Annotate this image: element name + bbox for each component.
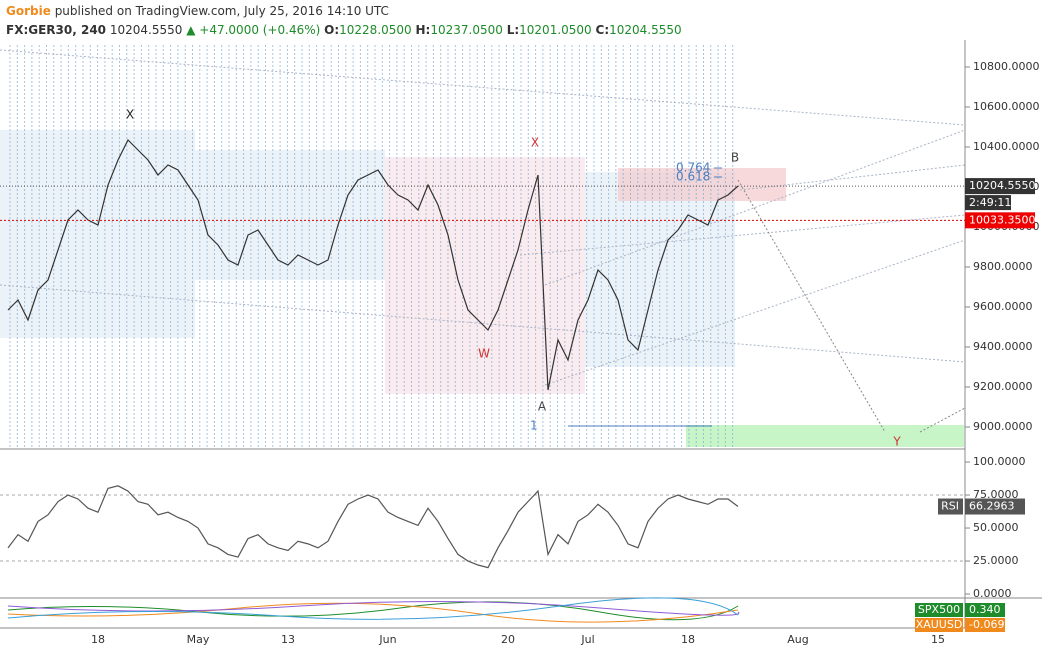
- ohlc-label: O:: [324, 23, 339, 37]
- change: +47.0000 (+0.46%): [199, 23, 320, 37]
- symbol: FX:GER30, 240: [6, 23, 106, 37]
- wave-label: A: [538, 400, 547, 414]
- x-tick-label: 18: [681, 633, 695, 646]
- fib-label: 1: [530, 419, 538, 433]
- y-tick-label: 9800.0000: [973, 260, 1033, 273]
- y-tick-label: 10400.0000: [973, 140, 1039, 153]
- x-tick-label: May: [187, 633, 210, 646]
- corr-name-box: [915, 618, 963, 632]
- y-tick-label: 9200.0000: [973, 380, 1033, 393]
- header: Gorbie published on TradingView.com, Jul…: [6, 4, 389, 18]
- corr-value-box: [965, 618, 1005, 632]
- rsi-name-box: [938, 498, 963, 515]
- trend-line: [519, 214, 966, 256]
- trend-line: [0, 284, 966, 363]
- y-tick-label: 9400.0000: [973, 340, 1033, 353]
- ohlc-value: 10228.0500: [339, 23, 412, 37]
- published: published on TradingView.com, July 25, 2…: [55, 4, 389, 18]
- ohlc-value: 10204.5550: [609, 23, 682, 37]
- last: 10204.5550: [110, 23, 183, 37]
- trend-line: [0, 49, 966, 126]
- y-tick-label: 0.0000: [973, 587, 1012, 600]
- y-tick-label: 50.0000: [973, 521, 1019, 534]
- corr-name: XAUUSD: [916, 618, 963, 631]
- corr-line: [7, 601, 739, 621]
- zone: [195, 150, 385, 280]
- y-tick-label: 9600.0000: [973, 300, 1033, 313]
- wave-label: W: [478, 347, 490, 361]
- countdown: 2:49:11: [969, 196, 1011, 209]
- corr-value: 0.340: [969, 603, 1001, 616]
- rsi-name: RSI: [941, 500, 959, 513]
- symbol-line: FX:GER30, 240 10204.5550 ▲ +47.0000 (+0.…: [6, 23, 682, 37]
- zone: [618, 168, 786, 201]
- vertical-lines: [9, 45, 734, 447]
- x-tick-label: 15: [931, 633, 945, 646]
- y-tick-label: 25.0000: [973, 554, 1019, 567]
- wave-label: Y: [892, 435, 901, 449]
- level-label: 10033.3500: [969, 213, 1035, 226]
- ohlc-value: 10237.0500: [430, 23, 503, 37]
- series-line: [7, 138, 739, 391]
- fib-label: 0.764: [676, 161, 710, 175]
- y-tick-label: 100.0000: [973, 455, 1026, 468]
- x-tick-label: 18: [91, 633, 105, 646]
- countdown-box: [965, 195, 1011, 211]
- target-zone: [686, 425, 964, 447]
- corr-value: -0.069: [969, 618, 1004, 631]
- y-tick-label: 75.0000: [973, 488, 1019, 501]
- corr-line: [7, 600, 740, 616]
- ohlc-value: 10201.0500: [519, 23, 592, 37]
- correlation-lines: [7, 597, 740, 623]
- wave-label: X: [126, 108, 134, 122]
- corr-name: SPX500: [918, 603, 960, 616]
- projection: [737, 179, 886, 433]
- y-tick-label: 10600.0000: [973, 100, 1039, 113]
- corr-name-box: [915, 603, 963, 617]
- y-tick-label: 10800.0000: [973, 60, 1039, 73]
- series-line: [7, 485, 739, 569]
- rsi-value: 66.2963: [969, 500, 1015, 513]
- ohlc: O:10228.0500 H:10237.0500 L:10201.0500 C…: [324, 23, 682, 37]
- last-price-label: 10204.5550: [969, 179, 1035, 192]
- ohlc-label: C:: [596, 23, 610, 37]
- ohlc-label: L:: [507, 23, 519, 37]
- rsi-value-box: [965, 498, 1025, 515]
- projection: [919, 407, 966, 433]
- corr-line: [7, 602, 739, 623]
- corr-value-box: [965, 603, 1005, 617]
- x-tick-label: 13: [281, 633, 295, 646]
- corr-line: [7, 597, 739, 620]
- x-tick-label: Aug: [787, 633, 808, 646]
- ohlc-label: H:: [416, 23, 431, 37]
- wave-label: X: [531, 136, 539, 150]
- author[interactable]: Gorbie: [6, 4, 51, 18]
- y-tick-label: 9000.0000: [973, 420, 1033, 433]
- trend-line: [544, 129, 966, 286]
- x-tick-label: 20: [501, 633, 515, 646]
- level-box: [965, 212, 1035, 229]
- x-tick-label: Jul: [580, 633, 594, 646]
- x-tick-label: Jun: [378, 633, 396, 646]
- fib-label: 0.618: [676, 170, 710, 184]
- up-arrow: ▲: [186, 23, 196, 37]
- last-price-box: [965, 178, 1035, 195]
- wave-label: B: [731, 151, 739, 165]
